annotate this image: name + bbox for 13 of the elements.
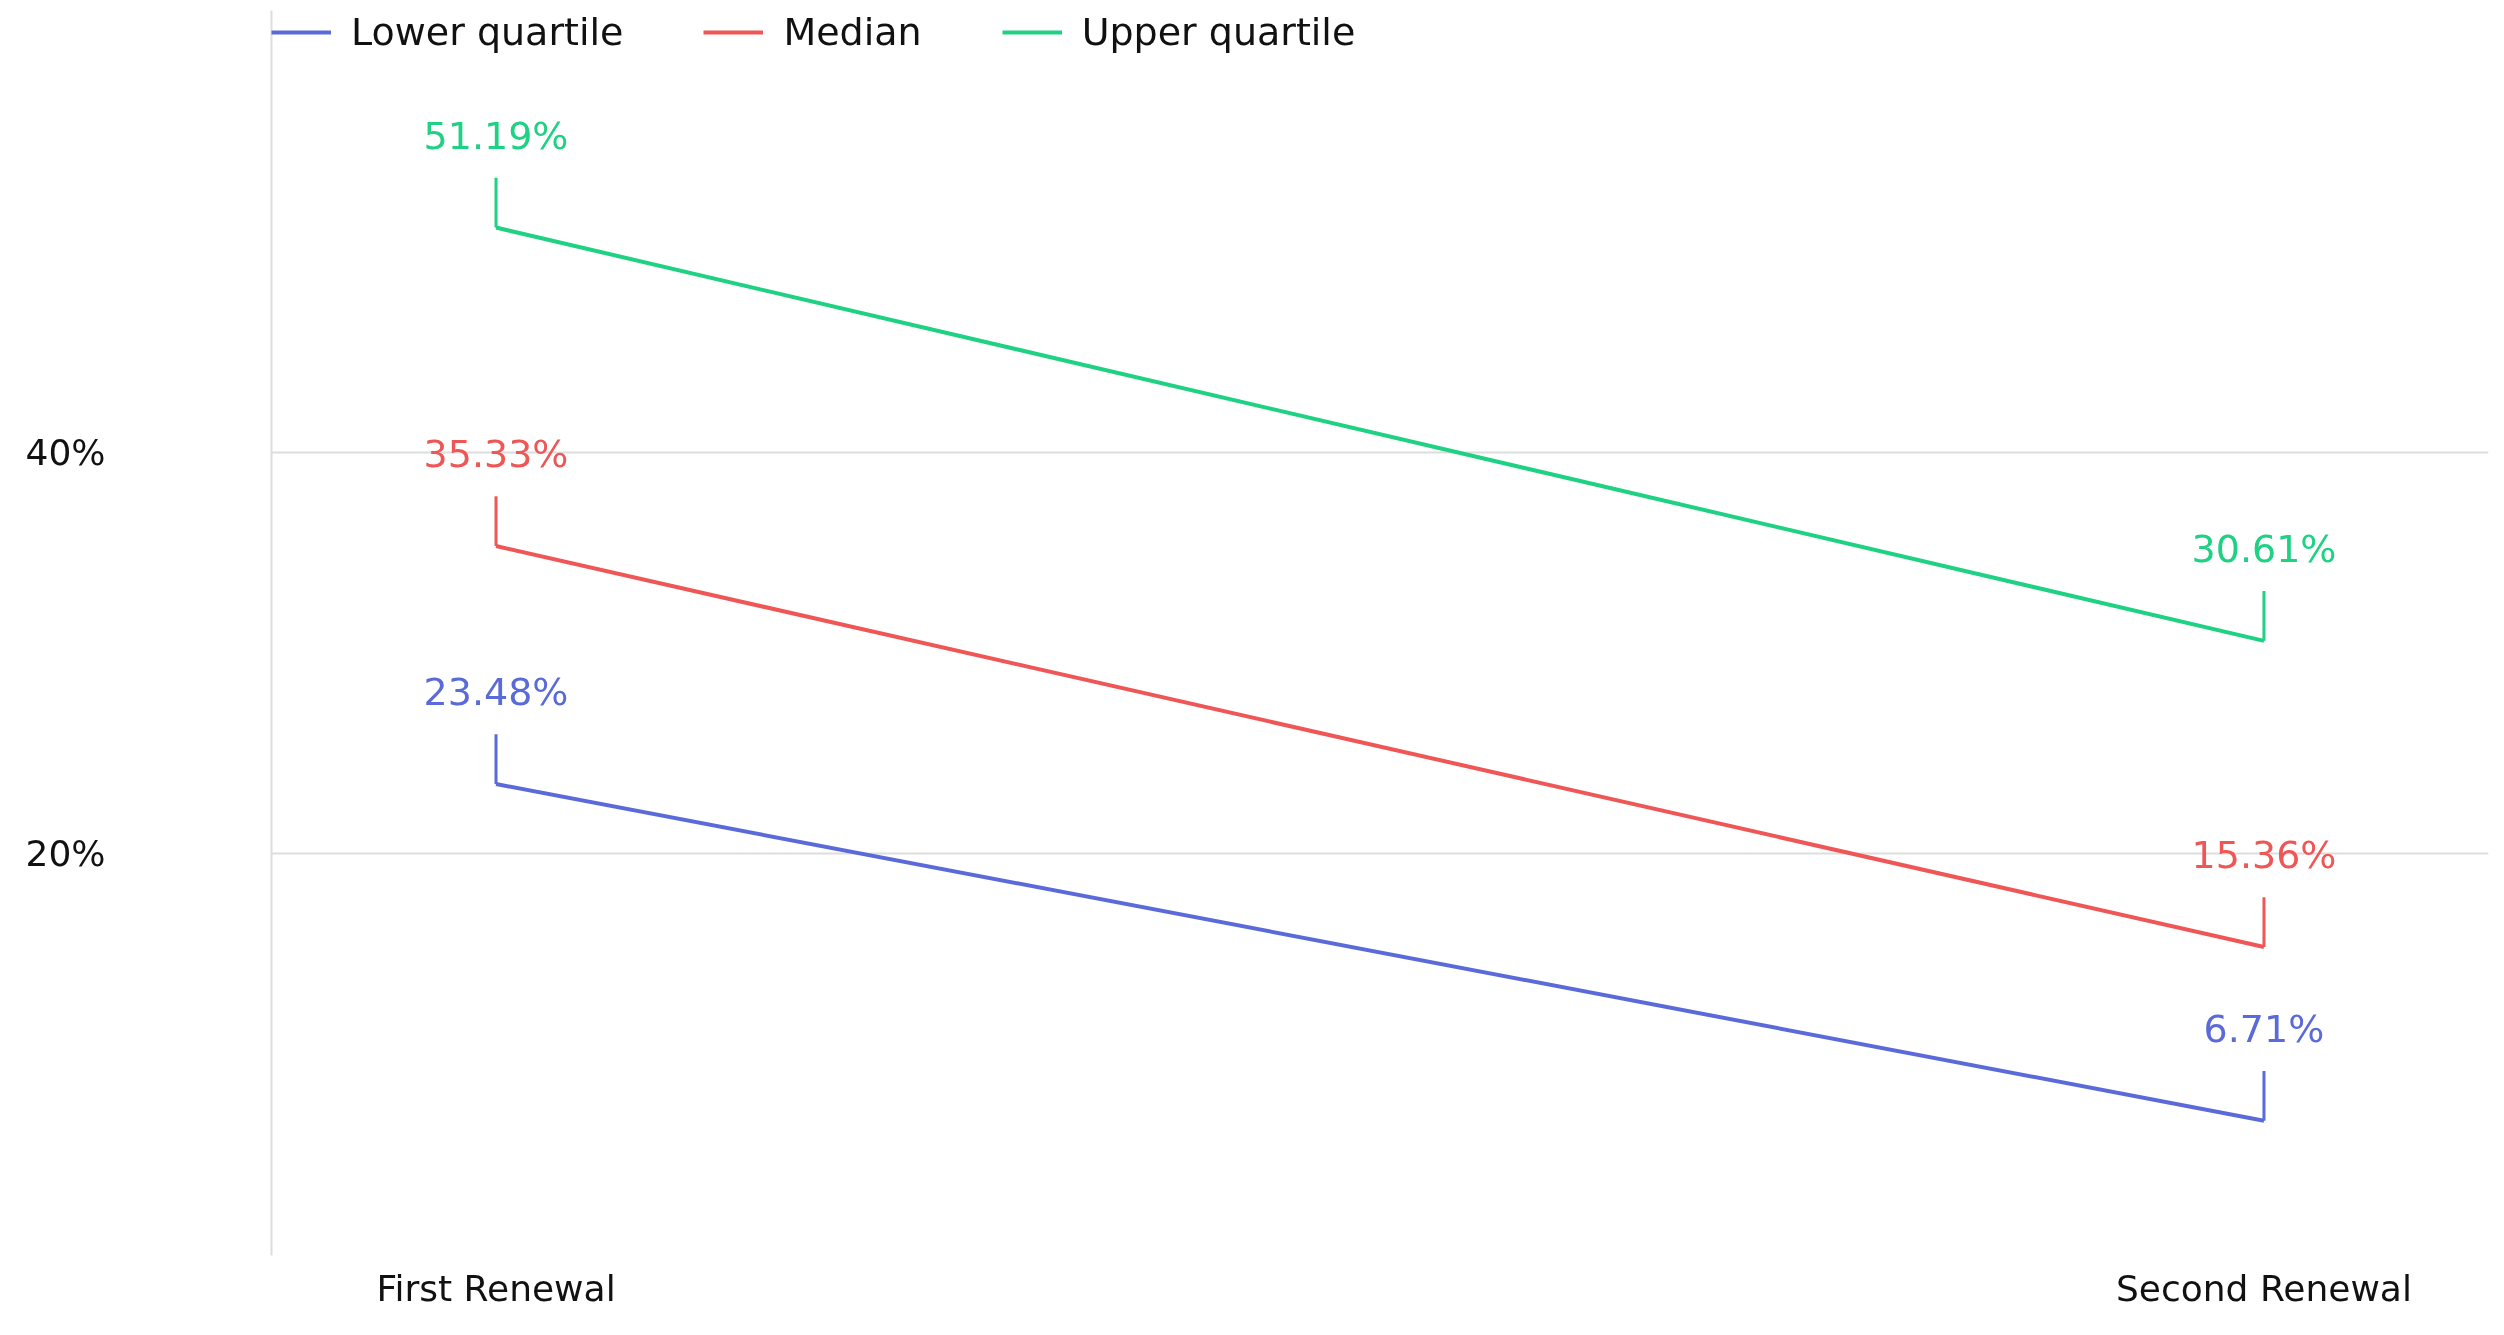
data-label: 6.71% — [2203, 1007, 2325, 1052]
x-tick-label: Second Renewal — [2116, 1267, 2412, 1309]
data-label: 15.36% — [2191, 833, 2337, 878]
x-tick-label: First Renewal — [376, 1267, 616, 1309]
data-label: 35.33% — [423, 432, 569, 477]
legend-label: Lower quartile — [351, 10, 624, 54]
legend-label: Median — [783, 10, 922, 54]
legend-label: Upper quartile — [1081, 10, 1356, 54]
y-tick-label: 20% — [25, 833, 106, 875]
data-label: 23.48% — [423, 670, 569, 715]
y-tick-label: 40% — [25, 431, 106, 473]
data-label: 30.61% — [2191, 527, 2337, 572]
data-label: 51.19% — [423, 113, 569, 158]
